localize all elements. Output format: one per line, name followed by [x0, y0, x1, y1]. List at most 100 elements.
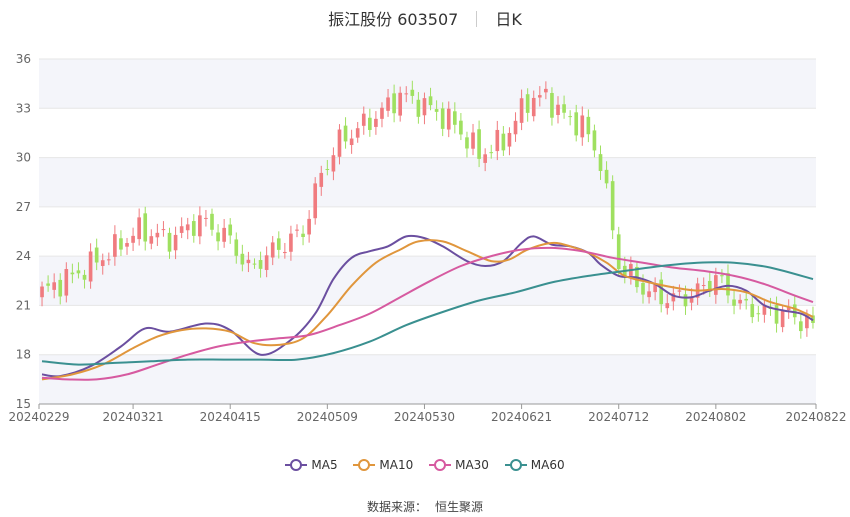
candle	[501, 126, 506, 156]
candle	[531, 90, 536, 122]
candle	[167, 227, 172, 259]
candle-body	[404, 93, 409, 95]
candle	[786, 299, 791, 319]
candle-body	[477, 129, 481, 159]
candle	[216, 224, 220, 251]
candle	[295, 224, 299, 238]
candle-body	[756, 313, 761, 315]
candle-body	[143, 213, 148, 242]
candle-body	[720, 275, 724, 277]
candle	[677, 284, 682, 298]
candle	[598, 145, 603, 180]
candle	[404, 86, 409, 103]
candle-body	[295, 229, 299, 231]
candle-body	[780, 310, 785, 328]
x-tick-label: 20240509	[297, 410, 358, 424]
candle	[428, 87, 433, 111]
y-tick-label: 33	[16, 101, 31, 115]
candle	[683, 285, 688, 315]
candle	[161, 221, 166, 237]
candle-body	[355, 128, 360, 138]
candle	[616, 226, 621, 277]
candle-body	[82, 274, 87, 280]
y-tick-label: 24	[16, 249, 31, 263]
candle-body	[544, 88, 548, 93]
candle-body	[452, 111, 457, 125]
candle-body	[732, 299, 736, 306]
candle-body	[343, 125, 348, 142]
candle-body	[337, 129, 342, 157]
candle-body	[519, 98, 524, 123]
candle	[222, 219, 226, 248]
candle	[301, 225, 305, 246]
candle-body	[307, 218, 311, 235]
stock-name-code: 振江股份 603507	[328, 10, 459, 29]
candle-body	[471, 132, 475, 149]
candle	[422, 92, 427, 125]
candle-body	[653, 283, 657, 293]
candle	[276, 231, 281, 259]
legend-ma10[interactable]: MA10	[353, 458, 413, 472]
candle-body	[125, 243, 129, 247]
candle	[179, 217, 184, 239]
candle-body	[40, 286, 44, 298]
candle-body	[386, 97, 390, 111]
candle	[580, 106, 585, 146]
title-divider	[476, 11, 478, 27]
legend-ma30[interactable]: MA30	[429, 458, 489, 472]
data-source: 数据来源： 恒生聚源	[0, 498, 850, 515]
candle	[701, 277, 706, 295]
candle	[361, 106, 366, 135]
candle-body	[58, 279, 63, 297]
candle-body	[738, 299, 742, 304]
candle	[313, 177, 318, 225]
line-ma10	[41, 239, 814, 381]
candle-body	[319, 172, 324, 187]
line-ma30	[41, 246, 814, 381]
candle	[252, 258, 257, 269]
candle	[489, 144, 494, 159]
candle	[337, 124, 342, 165]
data-source-provider: 恒生聚源	[435, 500, 484, 514]
candle	[185, 217, 190, 240]
candle	[507, 127, 512, 156]
candle	[64, 262, 69, 303]
candle-body	[76, 270, 81, 274]
candle-body	[106, 259, 111, 261]
candle	[76, 262, 81, 279]
x-tick-label: 20240712	[588, 410, 649, 424]
candle-body	[513, 120, 518, 135]
legend-ma30-marker	[429, 459, 452, 471]
candle-body	[744, 298, 749, 301]
candle	[58, 273, 63, 305]
candle-body	[198, 215, 202, 237]
candle-body	[416, 99, 421, 117]
candle	[738, 294, 742, 310]
candle-body	[258, 260, 263, 269]
candle-body	[216, 232, 220, 242]
band-4	[39, 157, 816, 207]
data-source-label: 数据来源：	[366, 500, 427, 514]
line-ma5	[41, 234, 814, 378]
ma-lines	[41, 234, 814, 381]
candle-body	[301, 233, 305, 238]
candle	[707, 271, 712, 297]
candle	[647, 282, 651, 304]
candle-body	[562, 104, 566, 113]
candle-body	[446, 108, 451, 130]
candle-body	[592, 130, 597, 151]
legend-ma5[interactable]: MA5	[285, 458, 338, 472]
candle-body	[531, 97, 536, 117]
legend-ma60[interactable]: MA60	[504, 458, 565, 472]
candle-body	[100, 260, 105, 266]
candle-body	[398, 92, 403, 116]
candle-body	[610, 181, 615, 231]
candle-body	[647, 291, 651, 298]
candle	[416, 92, 421, 124]
candle-body	[641, 283, 645, 295]
candle-body	[380, 107, 384, 119]
candle	[774, 296, 779, 333]
legend-ma60-marker	[504, 459, 527, 471]
candle-body	[270, 242, 275, 258]
